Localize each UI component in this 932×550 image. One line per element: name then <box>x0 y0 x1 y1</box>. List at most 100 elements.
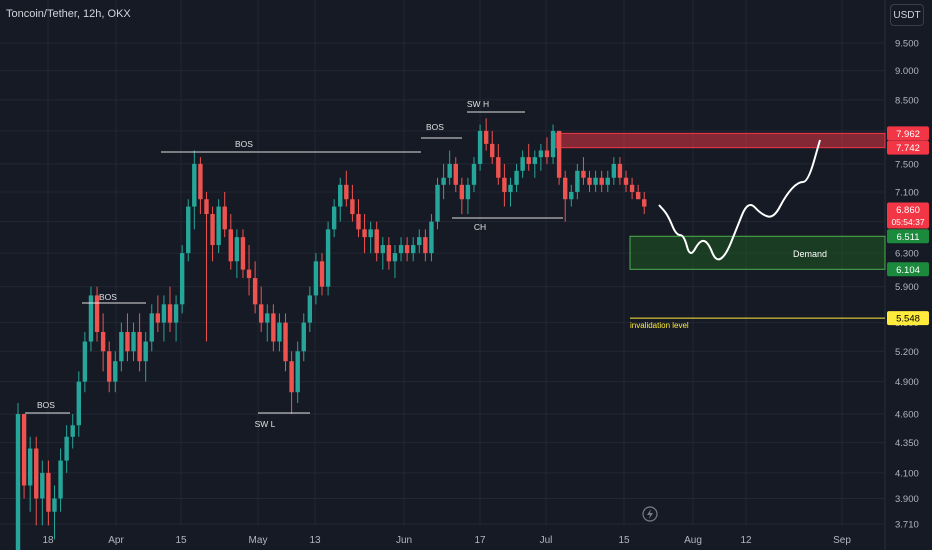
candle <box>374 229 379 254</box>
candle <box>277 322 282 342</box>
candle <box>186 206 191 254</box>
candle <box>556 130 562 178</box>
candle <box>301 322 306 352</box>
candle <box>587 177 592 185</box>
candle <box>593 177 598 185</box>
candle <box>344 184 349 200</box>
candle <box>198 163 203 200</box>
price-label-bg <box>887 229 929 244</box>
candle <box>635 191 641 200</box>
x-tick-label: Apr <box>108 535 124 546</box>
candle <box>496 157 501 178</box>
candle <box>447 163 452 178</box>
candle <box>453 163 458 185</box>
candle <box>520 157 525 171</box>
candle <box>216 206 221 246</box>
zone-label: Demand <box>793 249 827 259</box>
price-label-bg <box>887 140 929 155</box>
candle <box>246 269 252 279</box>
candle <box>259 304 264 323</box>
candle <box>380 245 385 254</box>
candle <box>34 448 39 499</box>
candle <box>265 313 270 323</box>
candle <box>228 229 233 262</box>
x-tick-label: Aug <box>684 535 702 546</box>
y-tick-label: 5.200 <box>895 347 919 358</box>
candle <box>508 184 513 192</box>
currency-button[interactable]: USDT <box>890 4 924 26</box>
candle <box>21 414 27 486</box>
candle <box>411 245 416 254</box>
y-tick-label: 6.300 <box>895 249 919 260</box>
candle <box>107 351 112 382</box>
candle <box>295 351 300 393</box>
candle <box>167 304 173 323</box>
chart-title: Toncoin/Tether, 12h, OKX <box>6 8 131 20</box>
y-tick-label: 9.000 <box>895 66 919 77</box>
candle <box>271 313 276 342</box>
candle <box>338 184 343 207</box>
x-tick-label: May <box>249 535 268 546</box>
candle <box>143 341 148 362</box>
candle <box>465 184 471 200</box>
bolt-icon <box>647 509 653 519</box>
price-label: 5.548 <box>896 314 920 325</box>
projection-path <box>658 139 821 261</box>
invalidation-label: invalidation level <box>630 321 689 330</box>
candle <box>350 199 355 215</box>
candle <box>113 361 118 382</box>
candle <box>429 221 434 254</box>
candle <box>289 361 294 393</box>
candle <box>514 170 519 185</box>
y-tick-label: 7.100 <box>895 187 919 198</box>
structure-label: BOS <box>99 292 117 302</box>
y-tick-label: 4.350 <box>895 438 919 449</box>
candle <box>179 253 185 305</box>
candle <box>417 237 422 246</box>
candle <box>192 163 197 207</box>
candle <box>490 143 495 158</box>
x-tick-label: 12 <box>740 535 752 546</box>
candle <box>526 157 531 164</box>
candle <box>544 150 550 158</box>
price-label-bg <box>887 202 929 229</box>
candle <box>161 304 167 323</box>
candle <box>64 436 69 461</box>
y-tick-label: 5.900 <box>895 282 919 293</box>
structure-label: BOS <box>426 122 444 132</box>
candle <box>70 425 75 437</box>
candle <box>532 157 537 164</box>
price-label: 7.742 <box>896 143 920 154</box>
candle <box>563 177 568 200</box>
candle <box>356 214 361 230</box>
price-label: 7.962 <box>896 129 920 140</box>
candle <box>234 237 240 262</box>
price-label-bg <box>887 311 929 326</box>
supply-zone <box>555 132 886 149</box>
x-tick-label: 15 <box>618 535 630 546</box>
candle <box>362 229 367 238</box>
candle <box>149 313 154 342</box>
candle <box>52 498 57 512</box>
candle <box>222 206 227 230</box>
y-tick-label: 3.900 <box>895 494 919 505</box>
candle <box>392 253 398 262</box>
demand-zone <box>629 235 886 270</box>
candle <box>599 177 604 185</box>
candle <box>82 341 88 382</box>
price-label: 6.104 <box>896 265 920 276</box>
structure-label: BOS <box>235 139 253 149</box>
structure-label: CH <box>474 222 486 232</box>
candle <box>368 229 373 238</box>
y-tick-label: 4.600 <box>895 410 919 421</box>
price-label-bg <box>887 126 929 141</box>
candle <box>210 214 215 246</box>
candle <box>119 331 124 362</box>
candle <box>441 177 446 185</box>
candle <box>605 177 610 185</box>
candle <box>252 278 258 305</box>
structure-label: SW L <box>255 419 276 429</box>
structure-label: SW H <box>467 99 489 109</box>
y-tick-label: 3.710 <box>895 520 919 531</box>
